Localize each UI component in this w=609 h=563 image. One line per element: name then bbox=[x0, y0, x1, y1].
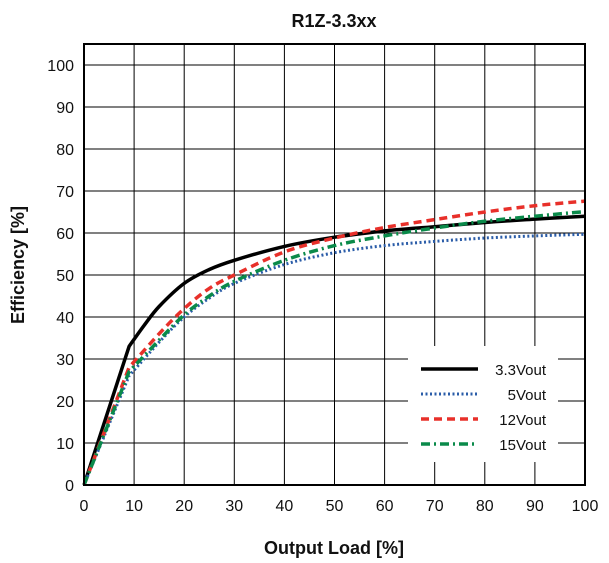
chart-title: R1Z-3.3xx bbox=[291, 11, 376, 31]
y-tick-label: 40 bbox=[56, 310, 74, 327]
x-tick-labels: 0 10 20 30 40 50 60 70 80 90 100 bbox=[80, 498, 599, 515]
x-tick-label: 100 bbox=[572, 498, 599, 515]
legend-label: 12Vout bbox=[499, 412, 547, 429]
series-line-12vout bbox=[82, 199, 586, 486]
y-tick-label: 70 bbox=[56, 184, 74, 201]
series-line-15vout bbox=[82, 209, 586, 486]
x-tick-label: 80 bbox=[476, 498, 494, 515]
plot-frame bbox=[83, 43, 586, 486]
legend-box bbox=[408, 346, 558, 462]
x-tick-label: 50 bbox=[326, 498, 344, 515]
x-tick-label: 60 bbox=[376, 498, 394, 515]
x-tick-label: 70 bbox=[426, 498, 444, 515]
legend: 3.3Vout 5Vout 12Vout 15Vout bbox=[408, 346, 558, 462]
y-tick-label: 0 bbox=[65, 478, 74, 495]
legend-label: 3.3Vout bbox=[495, 362, 547, 379]
series-lines bbox=[82, 199, 586, 486]
legend-label: 5Vout bbox=[508, 387, 547, 404]
y-tick-label: 100 bbox=[47, 58, 74, 75]
x-tick-label: 20 bbox=[175, 498, 193, 515]
x-tick-label: 30 bbox=[225, 498, 243, 515]
y-tick-label: 90 bbox=[56, 100, 74, 117]
y-axis-title: Efficiency [%] bbox=[8, 206, 28, 324]
x-tick-label: 90 bbox=[526, 498, 544, 515]
y-tick-label: 30 bbox=[56, 352, 74, 369]
x-tick-label: 40 bbox=[276, 498, 294, 515]
x-tick-label: 0 bbox=[80, 498, 89, 515]
y-tick-labels: 0 10 20 30 40 50 60 70 80 90 100 bbox=[47, 58, 74, 495]
y-tick-label: 60 bbox=[56, 226, 74, 243]
y-tick-label: 10 bbox=[56, 436, 74, 453]
y-tick-label: 20 bbox=[56, 394, 74, 411]
y-tick-label: 50 bbox=[56, 268, 74, 285]
y-tick-label: 80 bbox=[56, 142, 74, 159]
x-tick-label: 10 bbox=[125, 498, 143, 515]
legend-label: 15Vout bbox=[499, 437, 547, 454]
x-axis-title: Output Load [%] bbox=[264, 538, 404, 558]
series-line-5vout bbox=[82, 232, 586, 486]
